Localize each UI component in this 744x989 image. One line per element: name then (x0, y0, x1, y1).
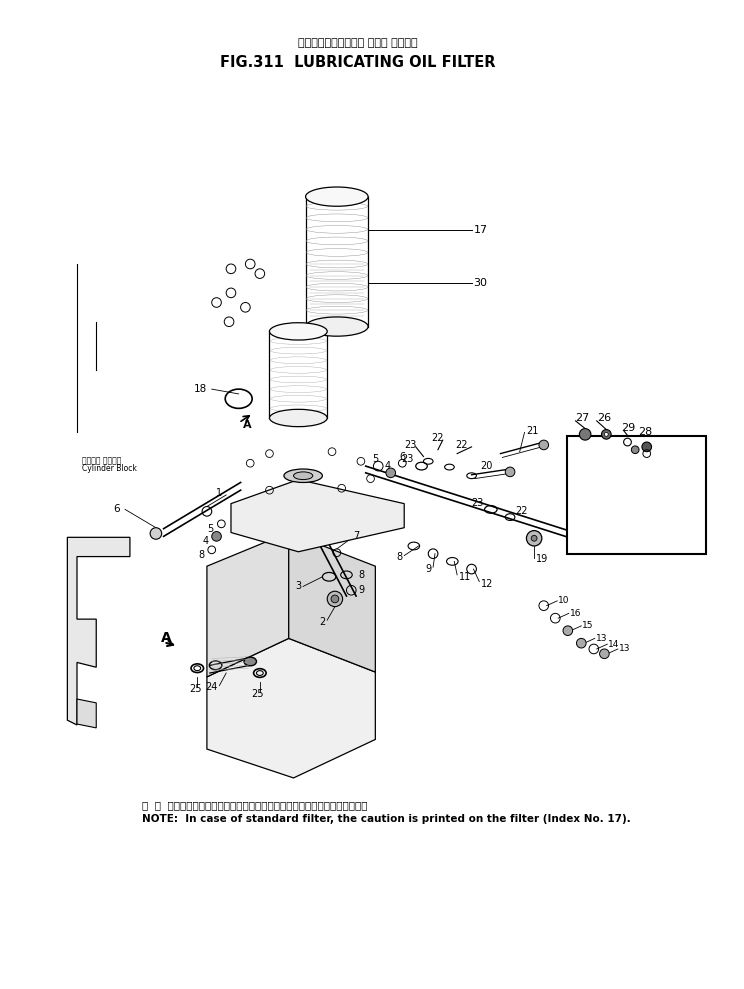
Text: FIG.311  LUBRICATING OIL FILTER: FIG.311 LUBRICATING OIL FILTER (220, 55, 496, 70)
Text: 24: 24 (205, 682, 217, 692)
Circle shape (150, 528, 161, 539)
Text: 28: 28 (638, 427, 652, 437)
Polygon shape (207, 532, 289, 676)
Circle shape (600, 649, 609, 659)
Text: A: A (243, 419, 251, 430)
Polygon shape (289, 532, 375, 673)
Circle shape (327, 591, 343, 606)
Circle shape (601, 429, 611, 439)
Ellipse shape (244, 657, 257, 666)
Text: 13: 13 (596, 634, 607, 643)
Circle shape (580, 428, 591, 440)
Circle shape (539, 440, 548, 450)
Text: 22: 22 (456, 440, 468, 450)
Text: ルーブリケーティング オイル フィルタ: ルーブリケーティング オイル フィルタ (298, 38, 418, 47)
Text: 9: 9 (425, 564, 432, 574)
Circle shape (505, 467, 515, 477)
Circle shape (527, 530, 542, 546)
Text: Cylinder Block: Cylinder Block (82, 465, 137, 474)
Text: A: A (161, 631, 171, 646)
Text: 19: 19 (536, 555, 548, 565)
Text: 1: 1 (217, 488, 222, 498)
Text: 16: 16 (570, 609, 581, 618)
Circle shape (577, 638, 586, 648)
Text: 23: 23 (471, 497, 483, 507)
Polygon shape (77, 699, 96, 728)
Circle shape (604, 432, 609, 436)
Circle shape (563, 626, 573, 636)
Circle shape (632, 446, 639, 454)
Text: 22: 22 (432, 433, 444, 443)
Text: 23: 23 (402, 454, 414, 465)
Text: NOTE:  In case of standard filter, the caution is printed on the filter (Index N: NOTE: In case of standard filter, the ca… (142, 814, 631, 824)
Ellipse shape (294, 472, 312, 480)
Text: 6: 6 (114, 504, 121, 514)
Ellipse shape (269, 322, 327, 340)
Text: 7: 7 (353, 531, 359, 541)
Text: 27: 27 (576, 413, 590, 423)
Text: 5: 5 (372, 454, 379, 465)
Text: 15: 15 (583, 621, 594, 630)
Text: 注  ：  標準フィルタの場合．その注意書きはフィルタ上に印刷されています．: 注 ： 標準フィルタの場合．その注意書きはフィルタ上に印刷されています． (142, 800, 368, 810)
Circle shape (642, 442, 652, 452)
Circle shape (331, 595, 339, 602)
Text: 17: 17 (473, 225, 487, 235)
Polygon shape (231, 480, 404, 552)
Ellipse shape (284, 469, 322, 483)
Text: 4: 4 (202, 536, 209, 546)
Text: 6G55  Engine No. 30036~: 6G55 Engine No. 30036~ (576, 468, 667, 474)
Text: 29: 29 (620, 422, 635, 432)
Text: 23: 23 (404, 440, 416, 450)
Text: 9: 9 (358, 585, 364, 595)
Text: 8: 8 (358, 570, 364, 580)
Circle shape (212, 531, 222, 541)
Text: 18: 18 (193, 384, 207, 395)
Text: 12: 12 (481, 579, 493, 588)
Ellipse shape (306, 187, 368, 207)
Ellipse shape (306, 316, 368, 336)
Text: 8: 8 (396, 552, 403, 562)
Text: 30: 30 (473, 278, 487, 288)
Text: 14: 14 (609, 640, 620, 649)
Text: 3: 3 (295, 582, 301, 591)
Text: 8: 8 (198, 550, 204, 560)
Text: 13: 13 (619, 645, 630, 654)
Text: 25: 25 (251, 689, 264, 699)
Text: 25: 25 (189, 684, 202, 694)
Text: 6: 6 (400, 452, 405, 463)
Text: 26: 26 (597, 413, 611, 423)
FancyBboxPatch shape (567, 436, 706, 554)
Text: 6G566  Engine No. 30042~: 6G566 Engine No. 30042~ (576, 476, 672, 482)
Text: 20: 20 (480, 461, 493, 471)
Text: 10: 10 (558, 596, 570, 605)
Ellipse shape (269, 409, 327, 426)
Polygon shape (68, 537, 130, 725)
Text: 2: 2 (319, 617, 325, 627)
Text: 適用 車種: 適用 車種 (576, 459, 597, 468)
Text: 11: 11 (459, 572, 471, 582)
Circle shape (386, 468, 396, 478)
Text: 4: 4 (385, 461, 391, 471)
Text: 5: 5 (208, 523, 214, 534)
Text: 21: 21 (527, 425, 539, 435)
Polygon shape (207, 638, 375, 778)
Text: 22: 22 (515, 506, 527, 516)
Text: シリンダ ブロック: シリンダ ブロック (82, 457, 121, 466)
Circle shape (531, 535, 537, 541)
